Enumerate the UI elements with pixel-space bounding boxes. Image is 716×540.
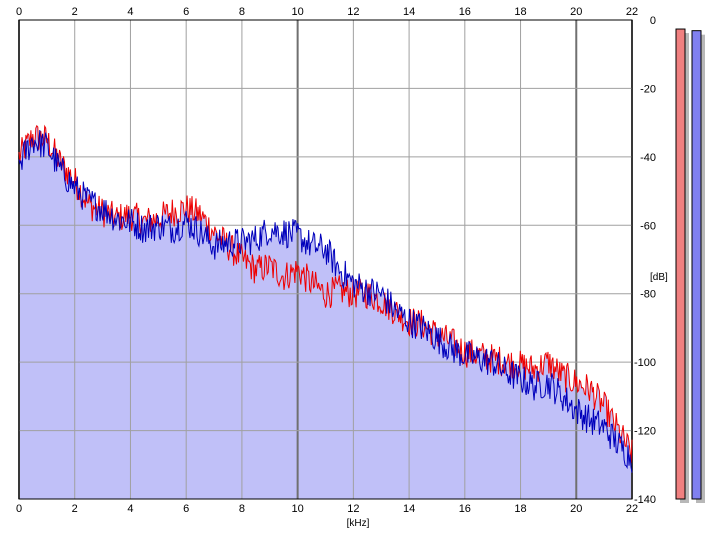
x-axis-label: [kHz] [347,518,370,529]
y-tick-label: 0 [650,15,656,27]
y-tick-label: -100 [634,357,656,369]
x-tick-label-bottom: 16 [459,503,471,515]
x-tick-label-top: 0 [16,6,22,18]
x-tick-label-top: 18 [514,6,526,18]
spectrum-fill [19,125,632,500]
x-tick-label-bottom: 0 [16,503,22,515]
x-tick-label-top: 22 [626,6,638,18]
x-tick-label-top: 10 [292,6,304,18]
x-tick-label-bottom: 20 [570,503,582,515]
y-tick-label: -60 [640,220,656,232]
x-tick-label-bottom: 2 [72,503,78,515]
series-line-2 [18,129,633,473]
level-meters [675,28,705,504]
x-tick-label-top: 4 [127,6,133,18]
spectrum-fill-area [19,125,632,500]
tick-labels: 002244668810101212141416161818202022220-… [16,6,656,515]
x-tick-label-bottom: 4 [127,503,133,515]
x-tick-label-bottom: 22 [626,503,638,515]
x-tick-label-bottom: 10 [292,503,304,515]
series-line-1 [18,124,633,464]
grid [18,19,633,500]
y-tick-label: -20 [640,83,656,95]
x-tick-label-bottom: 8 [239,503,245,515]
y-tick-label: -40 [640,152,656,164]
level-meter-1 [675,28,686,500]
x-tick-label-top: 14 [403,6,415,18]
x-tick-label-top: 16 [459,6,471,18]
x-tick-label-top: 6 [183,6,189,18]
series-group [18,124,633,473]
level-meter-2 [691,30,702,500]
x-tick-label-top: 12 [347,6,359,18]
x-tick-label-bottom: 14 [403,503,415,515]
y-tick-label: -140 [634,494,656,506]
x-tick-label-top: 8 [239,6,245,18]
plot-border [18,19,633,500]
x-tick-label-top: 20 [570,6,582,18]
y-tick-label: -80 [640,289,656,301]
x-tick-label-bottom: 18 [514,503,526,515]
x-tick-label-bottom: 12 [347,503,359,515]
y-tick-label: -120 [634,426,656,438]
y-axis-label: [dB] [650,272,668,283]
x-tick-label-bottom: 6 [183,503,189,515]
x-tick-label-top: 2 [72,6,78,18]
